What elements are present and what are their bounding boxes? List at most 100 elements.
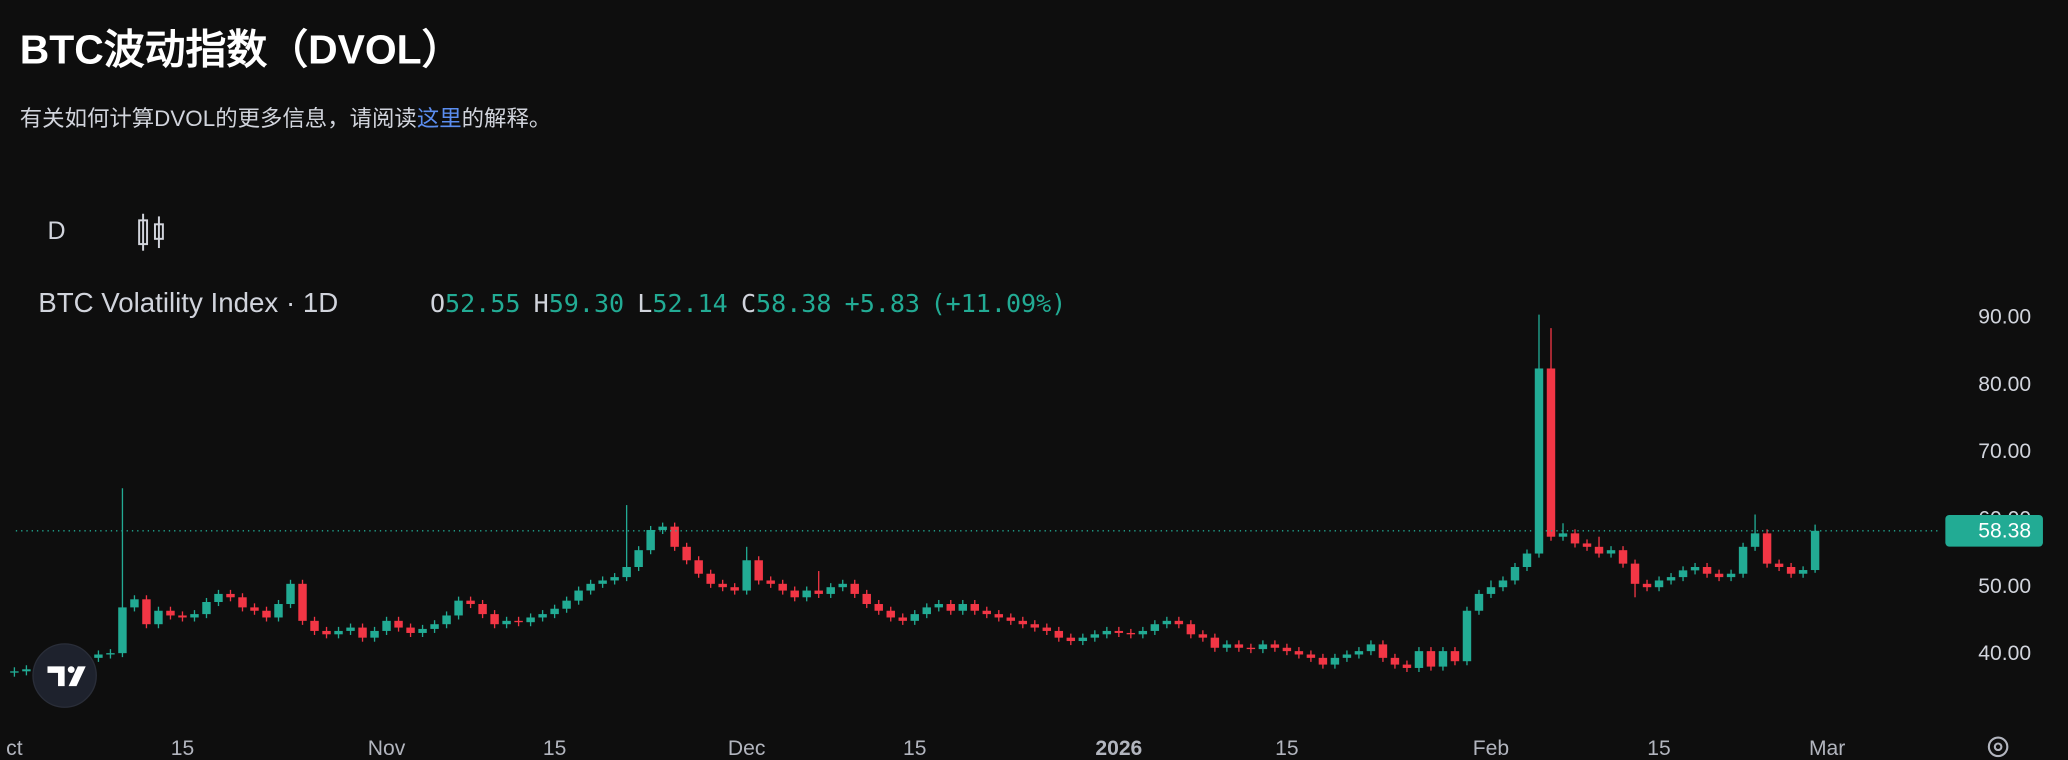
- legend-key: L: [637, 289, 652, 318]
- candle-body: [1750, 533, 1760, 547]
- candle-body: [1510, 567, 1520, 581]
- candle-body: [814, 590, 823, 594]
- candle-body: [514, 620, 523, 623]
- candle-body: [1678, 570, 1688, 578]
- candle-body: [1738, 546, 1748, 574]
- candle-body: [970, 604, 979, 611]
- candle-body: [1402, 664, 1412, 668]
- candle-body: [562, 600, 571, 609]
- legend-value: 59.30: [549, 289, 624, 318]
- candle-body: [1198, 634, 1208, 638]
- candle-body: [454, 600, 463, 616]
- candle-body: [1714, 573, 1724, 578]
- candle-body: [238, 597, 247, 608]
- candle-body: [466, 600, 475, 605]
- candle-body: [502, 620, 511, 625]
- chart-type-button[interactable]: [138, 213, 164, 251]
- x-tick-label: Mar: [1809, 737, 1845, 760]
- candle-body: [1582, 543, 1592, 547]
- legend-key: O: [430, 289, 445, 318]
- y-tick-label: 40.00: [1978, 642, 2031, 665]
- candle-body: [1162, 620, 1172, 625]
- candle-body: [1270, 644, 1280, 648]
- candle-body: [850, 583, 859, 594]
- subtitle: 有关如何计算DVOL的更多信息，请阅读这里的解释。: [20, 106, 551, 131]
- link[interactable]: 这里: [417, 106, 462, 131]
- ohlc-legend: O52.55 H59.30 L52.14 C58.38 +5.83 (+11.09%): [430, 289, 1066, 318]
- candle-body: [994, 614, 1004, 618]
- candle-body: [550, 608, 559, 615]
- x-tick-label: 15: [543, 737, 566, 760]
- candle-body: [730, 587, 739, 591]
- candle-body: [1078, 637, 1088, 642]
- last-price-tag: [1945, 514, 2043, 547]
- candle-body: [634, 550, 643, 568]
- candle-body: [406, 627, 415, 633]
- candle-body: [274, 604, 283, 618]
- x-tick-label: 15: [1275, 737, 1298, 760]
- candle-body: [598, 580, 607, 584]
- candle-body: [1234, 644, 1244, 648]
- x-tick-label: Nov: [368, 737, 406, 760]
- y-tick-label: 80.00: [1978, 373, 2031, 396]
- tradingview-logo[interactable]: [32, 643, 97, 708]
- candle-body: [1354, 651, 1364, 655]
- candle-body: [430, 624, 439, 629]
- candle-body: [1222, 644, 1232, 648]
- candle-body: [190, 614, 199, 618]
- candle-body: [1186, 624, 1196, 635]
- candle-body: [1438, 651, 1448, 667]
- candle-body: [538, 614, 547, 618]
- candle-body: [802, 590, 811, 598]
- candle-body: [790, 590, 799, 598]
- settings-button[interactable]: [1987, 736, 2009, 758]
- candle-body: [1450, 651, 1460, 662]
- candle-body: [286, 583, 295, 605]
- candle-body: [1702, 567, 1712, 574]
- candle-body: [1342, 654, 1352, 658]
- candle-body: [1522, 553, 1532, 568]
- x-tick-label: ct: [6, 737, 23, 760]
- candle-body: [1378, 644, 1388, 658]
- candle-body: [1126, 632, 1136, 635]
- candle-body: [1390, 657, 1400, 665]
- candle-body: [1666, 577, 1676, 581]
- candle-body: [370, 630, 379, 638]
- candle-body: [94, 654, 103, 658]
- candle-body: [1474, 593, 1484, 611]
- candle-body: [334, 630, 343, 635]
- candle-body: [1018, 620, 1028, 625]
- interval-button[interactable]: D: [47, 217, 65, 245]
- legend-name: BTC Volatility Index · 1D: [38, 287, 338, 318]
- candle-body: [1174, 620, 1184, 625]
- legend-value: 58.38: [756, 289, 831, 318]
- candle-body: [1246, 647, 1256, 650]
- candle-body: [934, 604, 943, 608]
- candle-body: [1318, 657, 1328, 665]
- candle-body: [442, 615, 451, 625]
- candle-body: [1774, 563, 1784, 568]
- candle-body: [214, 593, 223, 602]
- candle-body: [130, 599, 139, 608]
- candle-body: [1690, 567, 1700, 571]
- candle-body: [1150, 624, 1160, 631]
- candle-body: [298, 583, 307, 621]
- candle-body: [898, 617, 907, 621]
- candle-body: [1630, 563, 1640, 584]
- candle-body: [1654, 580, 1664, 588]
- candle-body: [22, 669, 31, 672]
- candle-body: [262, 610, 271, 618]
- y-tick-label: 50.00: [1978, 575, 2031, 598]
- x-tick-label: Feb: [1473, 737, 1509, 760]
- candle-body: [166, 610, 175, 616]
- candle-body: [1498, 580, 1508, 588]
- candle-body: [226, 593, 235, 598]
- candle-body: [766, 580, 775, 584]
- candle-body: [1006, 617, 1016, 621]
- page-title: BTC波动指数（DVOL）: [20, 27, 463, 73]
- candle-body: [1546, 368, 1556, 537]
- candle-body: [1030, 624, 1040, 628]
- candle-body: [1606, 550, 1616, 554]
- candle-body: [1558, 533, 1568, 537]
- candle-body: [1642, 583, 1652, 588]
